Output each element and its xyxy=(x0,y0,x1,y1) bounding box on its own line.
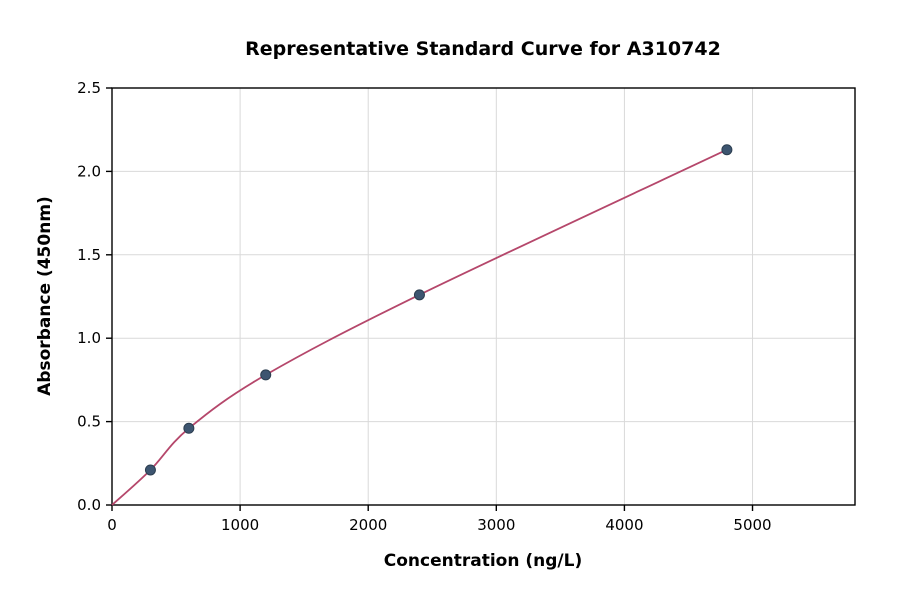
y-tick-label: 0.5 xyxy=(77,413,101,431)
x-tick-label: 5000 xyxy=(733,516,771,534)
y-tick-label: 1.5 xyxy=(77,246,101,264)
chart-title: Representative Standard Curve for A31074… xyxy=(245,38,721,60)
data-point xyxy=(144,464,156,476)
x-tick-label: 1000 xyxy=(221,516,259,534)
data-point xyxy=(413,289,425,301)
plot-area: 0 1000 2000 3000 4000 5000 0.0 0.5 1.0 1.5 2.0 2.5 xyxy=(77,79,856,534)
x-tick-label: 3000 xyxy=(477,516,515,534)
x-axis-label: Concentration (ng/L) xyxy=(384,551,582,571)
y-tick-label: 2.0 xyxy=(77,162,101,180)
data-point xyxy=(183,422,195,434)
x-tick-label: 2000 xyxy=(349,516,387,534)
y-axis-label: Absorbance (450nm) xyxy=(35,196,55,396)
data-point xyxy=(260,369,272,381)
axes-frame xyxy=(111,87,856,506)
y-tick-label: 2.5 xyxy=(77,79,101,97)
y-tick-label: 0.0 xyxy=(77,496,101,514)
x-tick-label: 4000 xyxy=(605,516,643,534)
fitted-curve xyxy=(111,148,728,506)
x-tick-label: 0 xyxy=(107,516,117,534)
y-tick-label: 1.0 xyxy=(77,329,101,347)
data-point xyxy=(721,144,733,156)
